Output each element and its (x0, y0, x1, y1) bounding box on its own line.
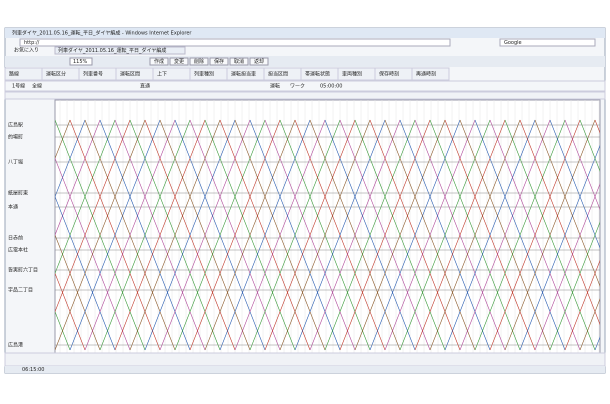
train-path (564, 119, 600, 211)
header-label: 担当区間 (268, 71, 288, 78)
station-label: 広島駅 (8, 122, 23, 129)
train-path (579, 298, 600, 351)
toolbar-button[interactable] (249, 57, 269, 66)
header-label: 再通時刻 (416, 71, 436, 78)
toolbar-button[interactable] (209, 57, 229, 66)
toolbar-button[interactable] (149, 57, 169, 66)
zoom: 115% (73, 59, 88, 65)
header-value: ワーク (290, 84, 305, 90)
header-row2 (4, 80, 606, 92)
header-label: 上下 (157, 71, 167, 78)
toolbar-button[interactable] (169, 57, 189, 66)
station-label: 紙屋町東 (8, 190, 28, 197)
tab-title: 列車ダイヤ_2011.05.16_運転_平日_ダイヤ編成 (58, 47, 166, 54)
address-bar[interactable] (19, 38, 451, 47)
tab[interactable] (54, 46, 186, 55)
toolbar-button-label: 作成 (154, 58, 164, 65)
header-label: 車両種別 (342, 71, 362, 78)
title-bar (5, 28, 605, 38)
header-cell (411, 67, 450, 81)
bottom-axis (4, 352, 606, 367)
header-value: 運転 (270, 84, 280, 90)
header-label: 運転担当車 (231, 71, 256, 78)
header-label: 列車種別 (194, 71, 214, 78)
header-label: 運転区分 (46, 71, 66, 78)
window-title: 列車ダイヤ_2011.05.16_運転_平日_ダイヤ編成 - Windows I… (12, 30, 192, 37)
time-axis (4, 91, 606, 100)
station-label: 皆実町六丁目 (8, 267, 38, 274)
station-label: 日赤前 (8, 235, 23, 242)
header-label: 運転区間 (120, 72, 140, 78)
toolbar-button-label: 取消 (234, 58, 244, 65)
address: http:// (24, 40, 40, 46)
train-path (564, 259, 600, 351)
station-label: 広島港 (8, 342, 23, 349)
toolbar-button-label: 返却 (254, 58, 264, 65)
header-label: 帯運転状態 (305, 71, 330, 78)
toolbar (5, 56, 605, 67)
diagram-area (54, 99, 601, 354)
train-path (579, 119, 600, 172)
zoom-box[interactable] (69, 57, 93, 66)
train-path (534, 183, 600, 351)
toolbar-button[interactable] (229, 57, 249, 66)
header-value: 1号線 (12, 83, 25, 90)
header-value: 05:00:00 (320, 84, 342, 90)
status-bar (5, 366, 605, 373)
header-value: 全線 (32, 83, 42, 90)
toolbar-button-label: 保存 (214, 58, 224, 65)
station-label: 広電本社 (8, 247, 28, 254)
header-label: 保存時刻 (379, 71, 399, 78)
header-value: 直通 (140, 83, 150, 90)
toolbar-button-label: 変更 (174, 58, 184, 65)
station-label: 八丁堀 (8, 159, 23, 166)
station-label: 宇品二丁目 (8, 287, 33, 294)
toolbar-button-label: 削除 (194, 58, 204, 65)
train-path (549, 221, 600, 351)
toolbar-button[interactable] (189, 57, 209, 66)
favorites[interactable]: お気に入り (14, 47, 39, 54)
search: Google (504, 40, 522, 46)
header-label: 路線 (9, 71, 19, 78)
search-box[interactable] (499, 38, 596, 47)
header-label: 列車番号 (83, 71, 103, 78)
status-time: 06:15:00 (22, 367, 44, 373)
station-label: 本通 (8, 204, 18, 211)
station-label: 的場町 (8, 134, 23, 141)
